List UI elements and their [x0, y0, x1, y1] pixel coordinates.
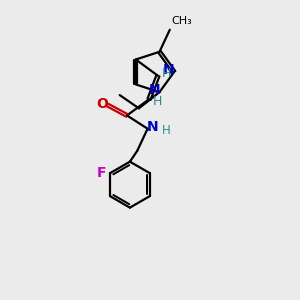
Text: H: H: [161, 67, 171, 80]
Text: N: N: [163, 64, 175, 77]
Text: F: F: [97, 166, 106, 180]
Text: H: H: [153, 95, 162, 108]
Text: N: N: [147, 120, 159, 134]
Text: N: N: [148, 83, 160, 97]
Text: O: O: [97, 97, 109, 111]
Text: H: H: [162, 124, 170, 137]
Text: CH₃: CH₃: [171, 16, 192, 26]
